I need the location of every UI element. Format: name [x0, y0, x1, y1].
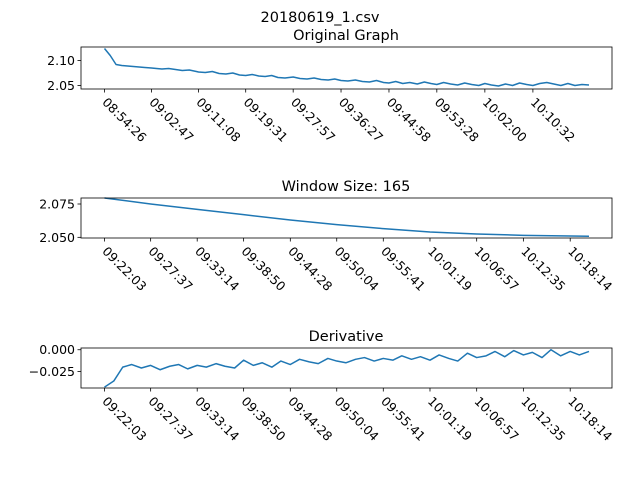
figure-title: 20180619_1.csv [261, 10, 380, 26]
axes-frame [80, 197, 613, 239]
axes-frame [80, 347, 613, 389]
y-tick-label: 0.000 [39, 342, 75, 357]
data-line-series-1 [103, 48, 590, 87]
axes-frame [80, 46, 613, 90]
y-tick-label: 2.075 [39, 197, 75, 212]
y-tick-label: −0.025 [29, 364, 75, 379]
data-line-series-1 [104, 348, 590, 388]
subplot-3-title: Derivative [309, 329, 384, 345]
subplot-2-title: Window Size: 165 [282, 179, 411, 195]
subplot-1-title: Original Graph [293, 28, 399, 44]
data-line-series-1 [104, 197, 590, 238]
y-tick-label: 2.050 [39, 230, 75, 245]
y-tick-label: 2.10 [47, 53, 75, 68]
y-tick-label: 2.05 [47, 78, 75, 93]
